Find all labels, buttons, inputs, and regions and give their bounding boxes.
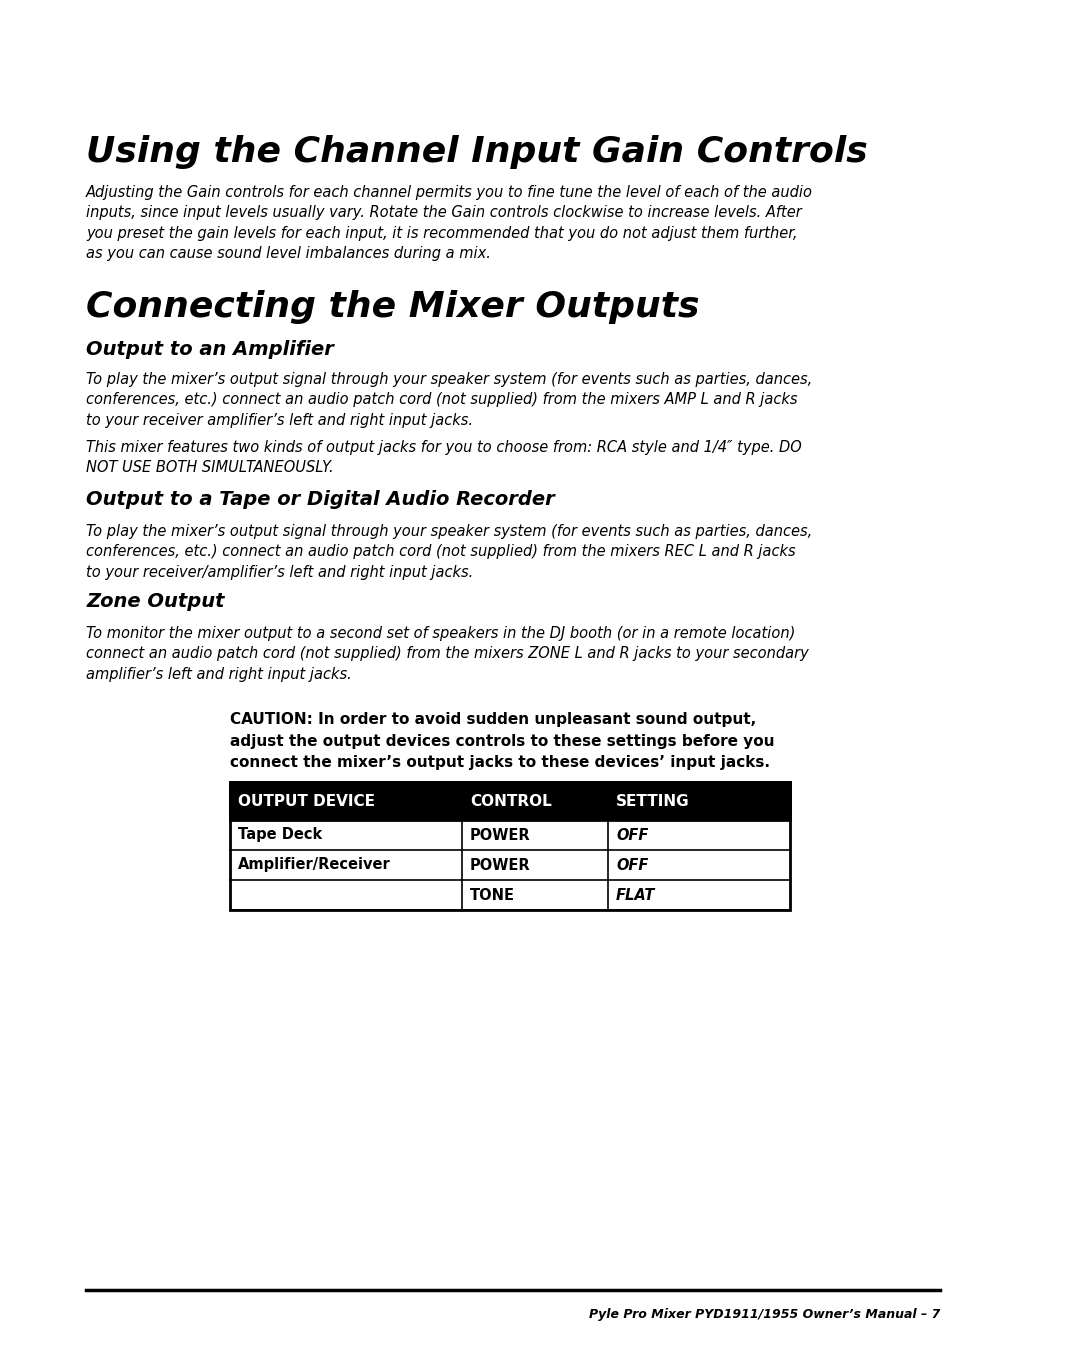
Text: Zone Output: Zone Output	[86, 592, 225, 611]
Text: Pyle Pro Mixer PYD1911/1955 Owner’s Manual – 7: Pyle Pro Mixer PYD1911/1955 Owner’s Manu…	[589, 1308, 940, 1322]
Text: Amplifier/Receiver: Amplifier/Receiver	[238, 857, 391, 872]
Text: TONE: TONE	[470, 887, 515, 902]
Text: This mixer features two kinds of output jacks for you to choose from: RCA style : This mixer features two kinds of output …	[86, 440, 801, 476]
Text: Output to a Tape or Digital Audio Recorder: Output to a Tape or Digital Audio Record…	[86, 489, 555, 509]
Text: POWER: POWER	[470, 828, 530, 843]
Bar	[230, 781, 789, 820]
Text: OFF: OFF	[616, 828, 648, 843]
Text: Output to an Amplifier: Output to an Amplifier	[86, 340, 334, 359]
Text: Adjusting the Gain controls for each channel permits you to fine tune the level : Adjusting the Gain controls for each cha…	[86, 185, 813, 262]
Text: OUTPUT DEVICE: OUTPUT DEVICE	[238, 794, 375, 809]
Text: To monitor the mixer output to a second set of speakers in the DJ booth (or in a: To monitor the mixer output to a second …	[86, 627, 809, 681]
Text: POWER: POWER	[470, 857, 530, 872]
Text: CAUTION: In order to avoid sudden unpleasant sound output,
adjust the output dev: CAUTION: In order to avoid sudden unplea…	[230, 712, 774, 771]
Text: CONTROL: CONTROL	[470, 794, 552, 809]
Bar	[230, 880, 789, 910]
Text: Using the Channel Input Gain Controls: Using the Channel Input Gain Controls	[86, 134, 867, 169]
Text: To play the mixer’s output signal through your speaker system (for events such a: To play the mixer’s output signal throug…	[86, 372, 812, 428]
Bar	[230, 820, 789, 850]
Bar	[230, 781, 789, 910]
Bar	[230, 850, 789, 880]
Text: Tape Deck: Tape Deck	[238, 828, 322, 843]
Text: To play the mixer’s output signal through your speaker system (for events such a: To play the mixer’s output signal throug…	[86, 524, 812, 580]
Text: FLAT: FLAT	[616, 887, 656, 902]
Text: OFF: OFF	[616, 857, 648, 872]
Text: Connecting the Mixer Outputs: Connecting the Mixer Outputs	[86, 291, 700, 324]
Text: SETTING: SETTING	[616, 794, 690, 809]
